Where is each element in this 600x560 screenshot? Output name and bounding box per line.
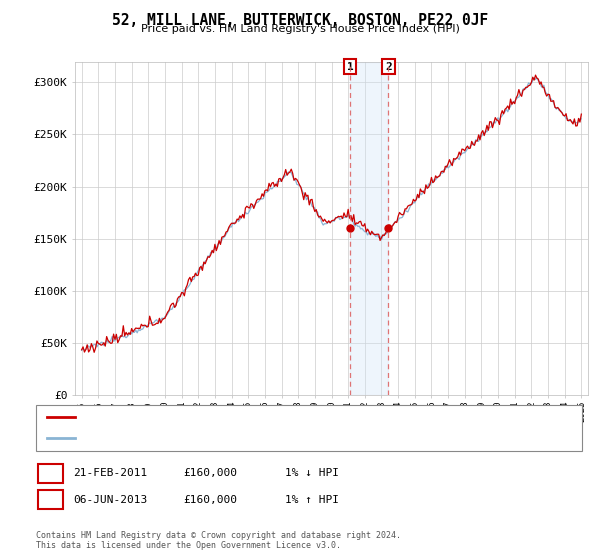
Text: 52, MILL LANE, BUTTERWICK, BOSTON, PE22 0JF: 52, MILL LANE, BUTTERWICK, BOSTON, PE22 … <box>112 13 488 28</box>
Text: 2: 2 <box>47 494 54 505</box>
Text: 06-JUN-2013: 06-JUN-2013 <box>73 494 148 505</box>
Text: £160,000: £160,000 <box>183 494 237 505</box>
Text: 52, MILL LANE, BUTTERWICK, BOSTON, PE22 0JF (detached house): 52, MILL LANE, BUTTERWICK, BOSTON, PE22 … <box>81 412 441 422</box>
Text: 1% ↑ HPI: 1% ↑ HPI <box>285 494 339 505</box>
Bar <box>350 62 388 395</box>
Text: 1% ↓ HPI: 1% ↓ HPI <box>285 468 339 478</box>
Text: 2: 2 <box>385 62 392 72</box>
Text: HPI: Average price, detached house, Boston: HPI: Average price, detached house, Bost… <box>81 433 333 444</box>
Text: Price paid vs. HM Land Registry's House Price Index (HPI): Price paid vs. HM Land Registry's House … <box>140 24 460 34</box>
Text: 21-FEB-2011: 21-FEB-2011 <box>73 468 148 478</box>
Text: Contains HM Land Registry data © Crown copyright and database right 2024.
This d: Contains HM Land Registry data © Crown c… <box>36 530 401 550</box>
Text: 1: 1 <box>347 62 353 72</box>
Text: £160,000: £160,000 <box>183 468 237 478</box>
Text: 1: 1 <box>47 468 54 478</box>
